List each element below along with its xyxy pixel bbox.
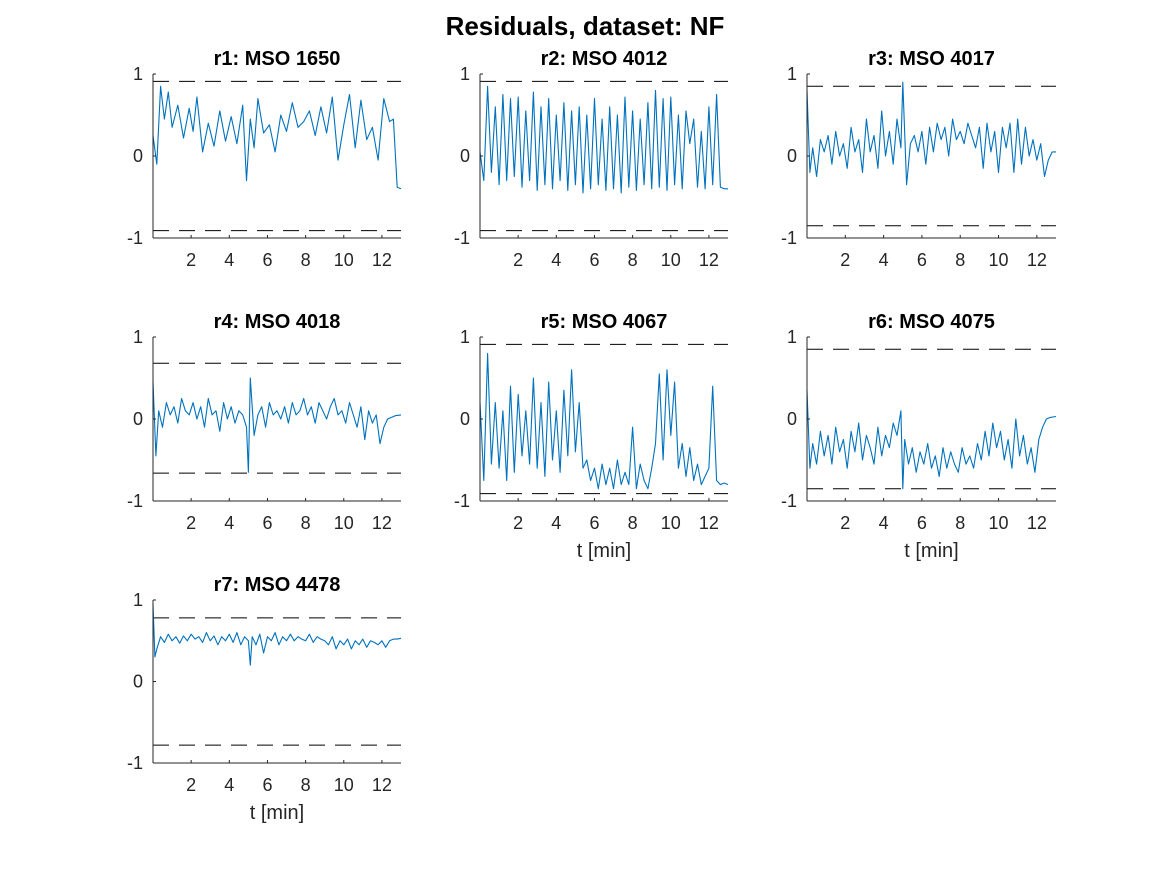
x-tick-label: 6	[917, 250, 927, 270]
residual-series-line	[806, 81, 1056, 186]
x-tick-label: 12	[1027, 250, 1047, 270]
x-tick-label: 4	[224, 775, 234, 795]
figure-title: Residuals, dataset: NF	[446, 11, 725, 41]
subplot-title: r3: MSO 4017	[868, 48, 995, 70]
y-tick-label: -1	[127, 228, 143, 248]
subplot-title: r2: MSO 4012	[541, 48, 668, 70]
x-tick-label: 6	[262, 775, 272, 795]
x-tick-label: 4	[879, 250, 889, 270]
residual-series-line	[479, 85, 728, 194]
x-tick-label: 12	[699, 513, 719, 533]
residual-series-line	[152, 377, 402, 473]
x-tick-label: 8	[301, 250, 311, 270]
x-tick-label: 10	[661, 250, 681, 270]
subplot-title: r5: MSO 4067	[541, 311, 668, 333]
y-tick-label: 1	[133, 590, 143, 610]
x-axis-label: t [min]	[904, 540, 958, 562]
x-tick-label: 10	[334, 775, 354, 795]
x-tick-label: 10	[989, 513, 1009, 533]
subplot-title: r6: MSO 4075	[868, 311, 995, 333]
x-tick-label: 8	[628, 513, 638, 533]
y-tick-label: 0	[460, 146, 470, 166]
subplot-title: r4: MSO 4018	[214, 311, 341, 333]
x-tick-label: 8	[301, 513, 311, 533]
y-tick-label: 0	[133, 672, 143, 692]
y-tick-label: 0	[460, 409, 470, 429]
x-tick-label: 6	[262, 250, 272, 270]
residual-series-line	[806, 390, 1057, 490]
x-tick-label: 2	[186, 775, 196, 795]
y-tick-label: -1	[127, 753, 143, 773]
y-tick-label: 0	[787, 409, 797, 429]
y-tick-label: 1	[787, 327, 797, 347]
x-tick-label: 10	[661, 513, 681, 533]
y-tick-label: -1	[781, 228, 797, 248]
x-tick-label: 10	[989, 250, 1009, 270]
x-tick-label: 6	[917, 513, 927, 533]
residual-series-line	[152, 85, 402, 190]
x-tick-label: 8	[955, 513, 965, 533]
residual-series-line	[479, 352, 729, 490]
y-tick-label: -1	[454, 491, 470, 511]
y-tick-label: 0	[133, 409, 143, 429]
y-tick-label: -1	[781, 491, 797, 511]
y-tick-label: 1	[460, 327, 470, 347]
y-tick-label: 1	[460, 64, 470, 84]
x-tick-label: 4	[224, 250, 234, 270]
x-axis-label: t [min]	[250, 802, 304, 824]
x-tick-label: 12	[1027, 513, 1047, 533]
y-tick-label: 0	[133, 146, 143, 166]
y-tick-label: -1	[454, 228, 470, 248]
x-tick-label: 4	[879, 513, 889, 533]
x-tick-label: 2	[513, 250, 523, 270]
subplot-title: r7: MSO 4478	[214, 574, 341, 596]
x-axis-label: t [min]	[577, 540, 631, 562]
x-tick-label: 12	[372, 775, 392, 795]
x-tick-label: 8	[301, 775, 311, 795]
x-tick-label: 6	[262, 513, 272, 533]
x-tick-label: 4	[551, 513, 561, 533]
y-tick-label: 0	[787, 146, 797, 166]
x-tick-label: 2	[840, 250, 850, 270]
x-tick-label: 4	[224, 513, 234, 533]
y-tick-label: -1	[127, 491, 143, 511]
x-tick-label: 12	[372, 513, 392, 533]
x-tick-label: 10	[334, 250, 354, 270]
x-tick-label: 10	[334, 513, 354, 533]
x-tick-label: 12	[372, 250, 392, 270]
x-tick-label: 12	[699, 250, 719, 270]
y-tick-label: 1	[133, 327, 143, 347]
x-tick-label: 2	[513, 513, 523, 533]
x-tick-label: 2	[840, 513, 850, 533]
x-tick-label: 6	[589, 250, 599, 270]
x-tick-label: 2	[186, 513, 196, 533]
y-tick-label: 1	[133, 64, 143, 84]
x-tick-label: 8	[628, 250, 638, 270]
x-tick-label: 4	[551, 250, 561, 270]
x-tick-label: 6	[589, 513, 599, 533]
x-tick-label: 8	[955, 250, 965, 270]
y-tick-label: 1	[787, 64, 797, 84]
subplot-title: r1: MSO 1650	[214, 48, 341, 70]
x-tick-label: 2	[186, 250, 196, 270]
residual-series-line	[152, 604, 402, 666]
